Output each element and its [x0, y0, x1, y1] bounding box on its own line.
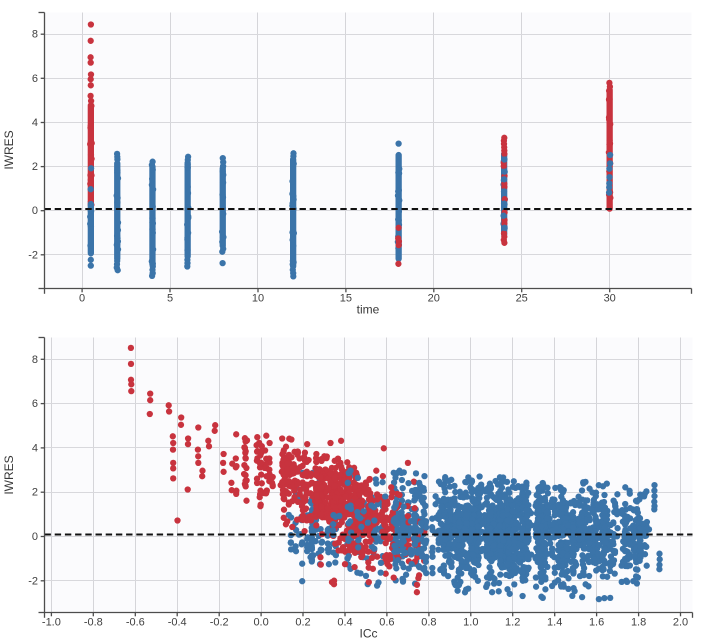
svg-text:0.0: 0.0: [253, 617, 268, 629]
svg-text:-1.0: -1.0: [42, 617, 61, 629]
svg-text:1.8: 1.8: [631, 617, 646, 629]
svg-text:15: 15: [340, 293, 352, 305]
svg-text:2: 2: [32, 161, 38, 173]
svg-text:4: 4: [32, 442, 38, 454]
svg-text:0.4: 0.4: [337, 617, 352, 629]
svg-text:25: 25: [516, 293, 528, 305]
svg-text:2.0: 2.0: [673, 617, 688, 629]
svg-text:IWRES: IWRES: [2, 455, 16, 494]
svg-text:-2: -2: [28, 249, 38, 261]
svg-text:0: 0: [79, 293, 85, 305]
svg-text:10: 10: [252, 293, 264, 305]
svg-text:20: 20: [428, 293, 440, 305]
svg-text:-0.6: -0.6: [126, 617, 145, 629]
svg-text:1.6: 1.6: [589, 617, 604, 629]
svg-text:0.2: 0.2: [295, 617, 310, 629]
svg-text:2: 2: [32, 487, 38, 499]
svg-text:-0.8: -0.8: [84, 617, 103, 629]
svg-text:30: 30: [604, 293, 616, 305]
svg-text:4: 4: [32, 117, 38, 129]
svg-text:1.4: 1.4: [547, 617, 562, 629]
svg-text:0: 0: [32, 531, 38, 543]
svg-text:time: time: [357, 303, 380, 317]
svg-text:6: 6: [32, 73, 38, 85]
svg-text:8: 8: [32, 354, 38, 366]
svg-text:0.6: 0.6: [379, 617, 394, 629]
svg-text:-0.2: -0.2: [210, 617, 229, 629]
svg-text:ICc: ICc: [360, 627, 378, 641]
svg-text:1.2: 1.2: [505, 617, 520, 629]
svg-text:8: 8: [32, 29, 38, 41]
svg-text:0.8: 0.8: [421, 617, 436, 629]
svg-text:0: 0: [32, 205, 38, 217]
svg-text:6: 6: [32, 398, 38, 410]
svg-text:-0.4: -0.4: [168, 617, 187, 629]
svg-text:5: 5: [167, 293, 173, 305]
svg-text:-2: -2: [28, 575, 38, 587]
svg-text:IWRES: IWRES: [2, 130, 16, 169]
svg-text:1.0: 1.0: [463, 617, 478, 629]
